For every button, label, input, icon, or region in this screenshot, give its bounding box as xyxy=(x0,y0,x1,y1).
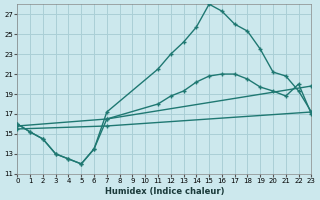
X-axis label: Humidex (Indice chaleur): Humidex (Indice chaleur) xyxy=(105,187,224,196)
